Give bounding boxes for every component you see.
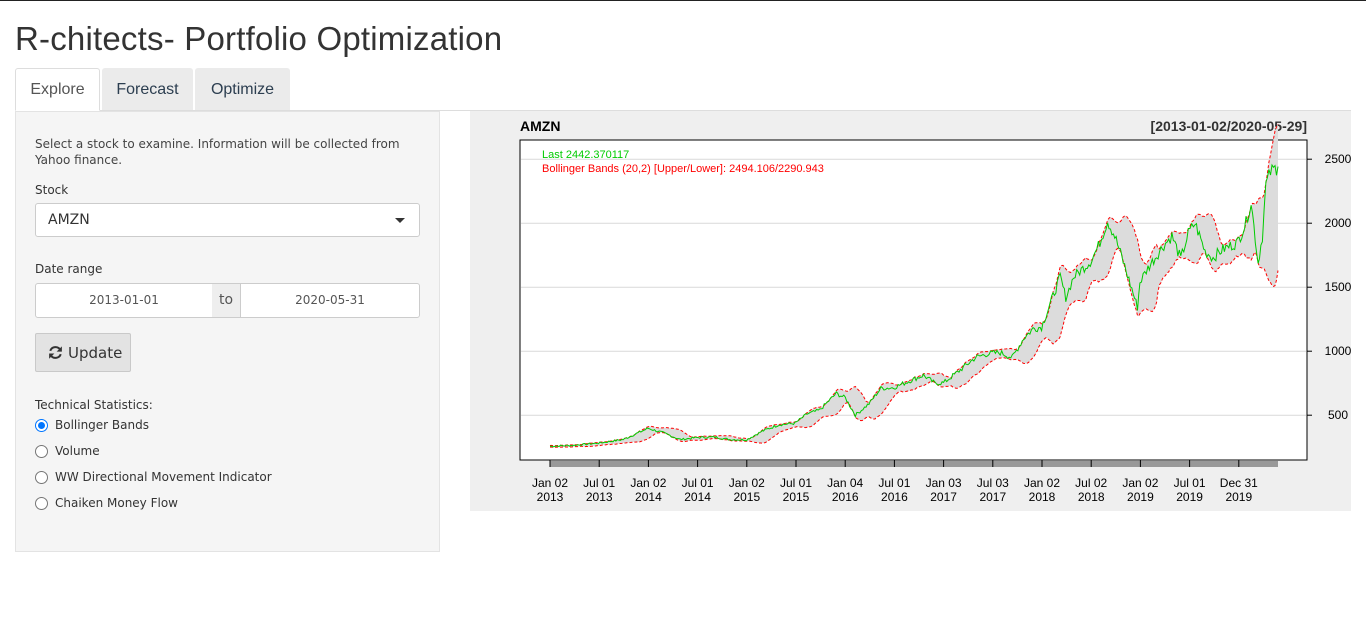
stock-select[interactable]: AMZN [35, 203, 420, 237]
date-end-input[interactable]: 2020-05-31 [240, 283, 420, 318]
x-tick-label-year: 2015 [733, 490, 760, 504]
page-title: R-chitects- Portfolio Optimization [15, 20, 503, 57]
x-tick-label: Jan 02 [532, 476, 568, 490]
band-fill [550, 124, 1278, 448]
tab-explore[interactable]: Explore [15, 68, 100, 111]
price-line [549, 163, 1279, 448]
x-tick-label: Jul 01 [780, 476, 812, 490]
update-button-label: Update [68, 344, 123, 362]
x-tick-label: Jul 01 [583, 476, 615, 490]
x-tick-label-year: 2017 [930, 490, 957, 504]
x-tick-label-year: 2019 [1127, 490, 1154, 504]
y-tick-label: 500 [1328, 408, 1348, 422]
stock-select-value: AMZN [48, 212, 90, 228]
stock-chart: AMZN [2013-01-02/2020-05-29] Last 2442.3… [470, 111, 1351, 511]
x-tick-label-year: 2018 [1029, 490, 1056, 504]
x-tick-label-year: 2013 [537, 490, 564, 504]
radio-button[interactable] [35, 471, 48, 484]
refresh-icon [49, 346, 62, 359]
date-separator: to [212, 283, 240, 318]
price-series [549, 163, 1279, 448]
x-tick-label-year: 2014 [635, 490, 662, 504]
chart-title: AMZN [520, 118, 560, 134]
radio-button[interactable] [35, 497, 48, 510]
x-tick-label: Jan 02 [1122, 476, 1158, 490]
x-tick-label: Jan 02 [1024, 476, 1060, 490]
y-tick-label: 2500 [1325, 152, 1351, 166]
legend-last: Last 2442.370117 [542, 149, 629, 161]
x-tick-label-year: 2018 [1078, 490, 1105, 504]
y-tick-label: 2000 [1325, 216, 1351, 230]
plot-area [519, 139, 1308, 461]
x-tick-label: Jan 02 [729, 476, 765, 490]
window-top-border [0, 0, 1366, 1]
radio-label: Volume [55, 444, 100, 458]
gridlines [521, 158, 1306, 416]
tab-bar: Explore Forecast Optimize [15, 68, 1351, 111]
chevron-down-icon [395, 218, 405, 223]
x-tick-label-year: 2019 [1225, 490, 1252, 504]
tab-forecast[interactable]: Forecast [102, 68, 193, 110]
x-tick-label: Jul 03 [977, 476, 1009, 490]
legend-bollinger: Bollinger Bands (20,2) [Upper/Lower]: 24… [542, 163, 824, 175]
y-tick-label: 1500 [1325, 280, 1351, 294]
date-range-input: 2013-01-01 to 2020-05-31 [35, 283, 420, 318]
update-button[interactable]: Update [35, 333, 131, 372]
radio-button[interactable] [35, 419, 48, 432]
x-tick-label: Dec 31 [1220, 476, 1258, 490]
date-range-label: Date range [35, 262, 103, 276]
sidebar-panel: Select a stock to examine. Information w… [15, 111, 440, 552]
radio-label: Bollinger Bands [55, 418, 149, 432]
date-start-input[interactable]: 2013-01-01 [35, 283, 213, 318]
x-tick-label: Jul 01 [1174, 476, 1206, 490]
radio-button[interactable] [35, 445, 48, 458]
stock-label: Stock [35, 183, 69, 197]
radio-label: WW Directional Movement Indicator [55, 470, 272, 484]
chart-date-range: [2013-01-02/2020-05-29] [1151, 118, 1307, 134]
tab-bar-divider [15, 110, 1351, 111]
x-axis-bar [550, 461, 1278, 467]
x-tick-label-year: 2013 [586, 490, 613, 504]
help-text: Select a stock to examine. Information w… [35, 137, 400, 167]
x-tick-label: Jul 01 [682, 476, 714, 490]
x-tick-label-year: 2019 [1176, 490, 1203, 504]
tab-optimize[interactable]: Optimize [195, 68, 290, 110]
x-tick-label-year: 2016 [881, 490, 908, 504]
x-tick-label: Jan 02 [630, 476, 666, 490]
technical-statistics-label: Technical Statistics: [35, 398, 153, 412]
x-tick-label-year: 2014 [684, 490, 711, 504]
radio-label: Chaiken Money Flow [55, 496, 178, 510]
upper-band-line [549, 123, 1279, 447]
x-tick-label: Jan 04 [827, 476, 863, 490]
y-tick-label: 1000 [1325, 344, 1351, 358]
x-tick-label-year: 2017 [979, 490, 1006, 504]
x-tick-label: Jul 01 [878, 476, 910, 490]
x-tick-label: Jul 02 [1075, 476, 1107, 490]
x-tick-label-year: 2016 [832, 490, 859, 504]
stock-chart-svg: AMZN [2013-01-02/2020-05-29] Last 2442.3… [519, 118, 1351, 504]
y-axis: 500 1000 1500 2000 2500 [1307, 152, 1351, 422]
x-tick-label-year: 2015 [783, 490, 810, 504]
x-tick-label: Jan 03 [926, 476, 962, 490]
